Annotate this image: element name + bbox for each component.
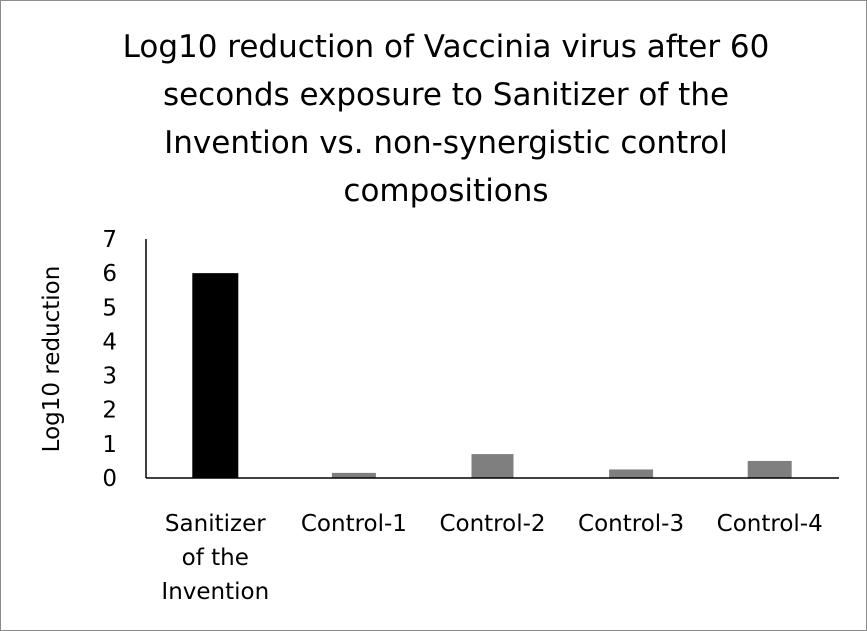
chart-title: Log10 reduction of Vaccinia virus after …	[61, 23, 831, 215]
bar	[192, 273, 239, 478]
x-category-label: Control-1	[301, 511, 407, 537]
y-tick-label: 7	[102, 227, 117, 253]
x-category-label: Control-3	[578, 511, 684, 537]
y-axis-label: Log10 reduction	[39, 266, 65, 453]
bar	[471, 454, 514, 478]
y-tick-label: 5	[102, 295, 117, 321]
x-category-label: Control-4	[717, 511, 823, 537]
x-category-label: Sanitizer of the Invention	[161, 511, 269, 605]
y-tick-labels: 0 1 2 3 4 5 6 7	[102, 227, 117, 492]
chart-title-line: compositions	[343, 173, 549, 209]
bar	[331, 472, 376, 478]
y-tick-label: 0	[102, 466, 117, 492]
y-tick-label: 1	[102, 432, 117, 458]
chart-title-line: seconds exposure to Sanitizer of the	[162, 77, 730, 113]
chart-title-line: Log10 reduction of Vaccinia virus after …	[122, 29, 770, 65]
chart-title-line: Invention vs. non-synergistic control	[164, 125, 728, 161]
y-tick-label: 6	[102, 261, 117, 287]
bars-group	[192, 273, 792, 478]
y-tick-label: 3	[102, 364, 117, 390]
bar	[747, 460, 792, 478]
bar	[609, 469, 654, 478]
x-category-label: Control-2	[439, 511, 545, 537]
y-tick-label: 4	[102, 329, 117, 355]
y-tick-label: 2	[102, 398, 117, 424]
x-category-labels: Sanitizer of the Invention Control-1 Control…	[161, 511, 822, 605]
